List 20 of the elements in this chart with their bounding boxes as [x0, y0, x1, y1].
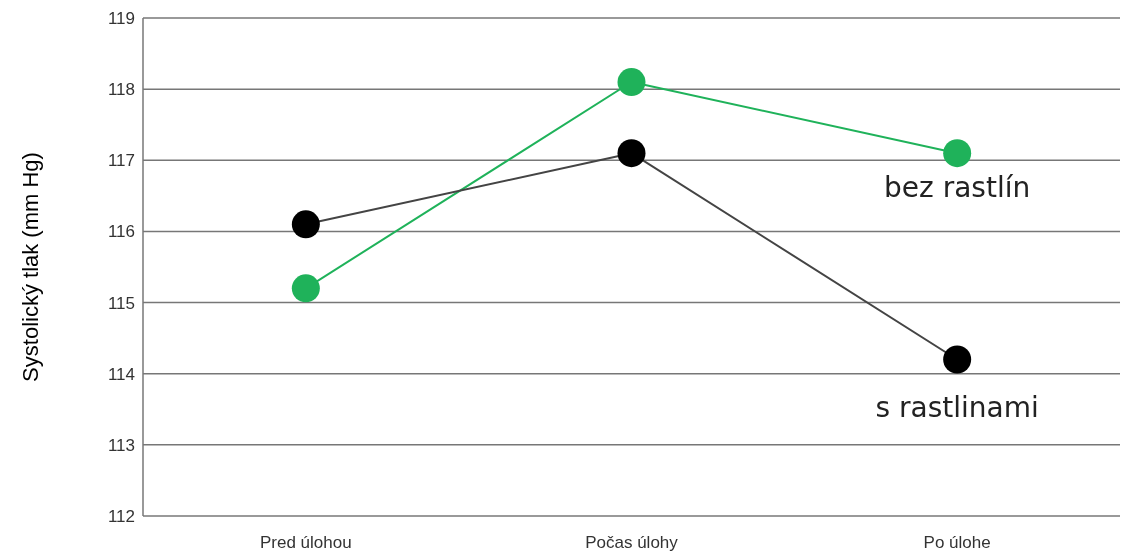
y-tick-label: 115 [107, 293, 135, 313]
point [943, 345, 972, 374]
series-label: bez rastlín [884, 171, 1031, 205]
x-tick-label: Pred úlohou [259, 533, 352, 552]
y-tick-label: 113 [107, 435, 135, 455]
point [943, 139, 972, 168]
y-tick-label: 117 [107, 151, 135, 171]
y-axis-title: Systolický tlak (mm Hg) [18, 152, 43, 382]
y-tick-label: 114 [107, 364, 135, 384]
y-tick-label: 118 [107, 80, 135, 100]
point [617, 68, 646, 97]
x-tick-label: Počas úlohy [585, 533, 679, 552]
point [617, 139, 646, 168]
series-label: s rastlinami [875, 391, 1039, 425]
y-tick-label: 112 [107, 506, 135, 526]
point [291, 210, 320, 239]
y-tick-label: 119 [107, 8, 135, 28]
x-tick-label: Po úlohe [923, 533, 991, 552]
y-tick-label: 116 [107, 222, 135, 242]
point [291, 274, 320, 303]
